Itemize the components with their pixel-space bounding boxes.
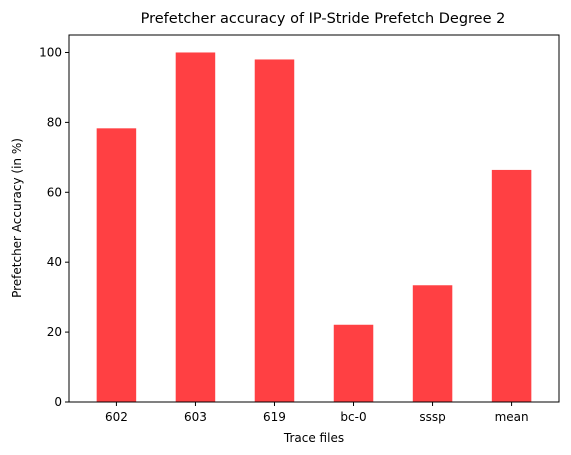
- x-tick-label: mean: [495, 410, 529, 424]
- y-axis: 0 20 40 60 80 100: [39, 45, 69, 409]
- bar-603: [175, 52, 216, 402]
- bar-bc-0: [333, 324, 374, 402]
- x-axis: 602 603 619 bc-0 sssp mean: [105, 402, 529, 424]
- y-tick-label: 0: [54, 395, 62, 409]
- x-tick-label: sssp: [419, 410, 445, 424]
- y-axis-label: Prefetcher Accuracy (in %): [10, 138, 24, 298]
- x-tick-label: 619: [263, 410, 286, 424]
- bar-sssp: [412, 285, 453, 402]
- x-axis-label: Trace files: [283, 431, 344, 445]
- y-tick-label: 60: [47, 185, 62, 199]
- plot-frame: [68, 34, 560, 403]
- y-tick-label: 20: [47, 325, 62, 339]
- bars: [96, 52, 532, 402]
- bar-mean: [491, 169, 532, 402]
- y-tick-label: 80: [47, 115, 62, 129]
- x-tick-label: 603: [184, 410, 207, 424]
- x-tick-label: 602: [105, 410, 128, 424]
- bar-602: [96, 128, 137, 402]
- x-tick-label: bc-0: [340, 410, 366, 424]
- y-tick-label: 100: [39, 45, 62, 59]
- chart-title: Prefetcher accuracy of IP-Stride Prefetc…: [141, 11, 506, 27]
- y-tick-label: 40: [47, 255, 62, 269]
- bar-619: [254, 59, 295, 402]
